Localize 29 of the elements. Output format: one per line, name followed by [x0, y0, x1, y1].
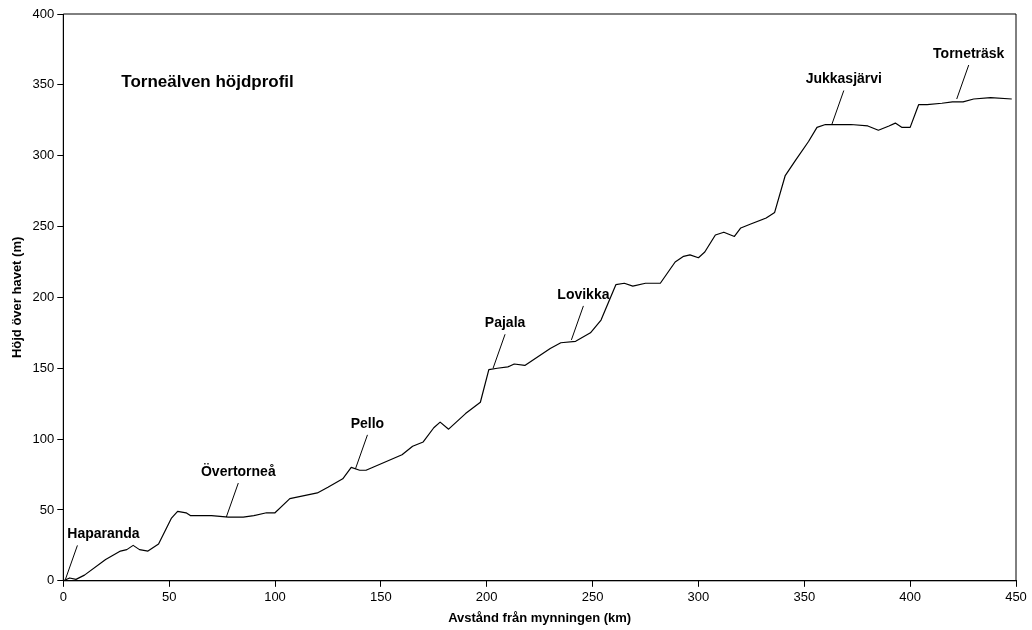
x-tick-label: 50: [161, 589, 177, 605]
text: Torneälven höjdprofil: [121, 71, 294, 91]
y-tick-label: 100: [32, 430, 55, 446]
x-axis-title: Avstånd från mynningen (km): [448, 609, 632, 625]
x-tick-label: 250: [581, 589, 604, 605]
y-tick-label: 50: [39, 501, 55, 517]
y-tick-label: 0: [47, 572, 55, 588]
x-tick-label: 450: [1005, 589, 1027, 605]
annotation: Jukkasjärvi: [805, 70, 882, 87]
annotation: Övertorneå: [200, 462, 276, 479]
x-tick-label: 0: [59, 589, 67, 605]
annotation: Haparanda: [67, 525, 140, 542]
annotation: Pello: [350, 414, 385, 431]
annotation: Pajala: [484, 314, 526, 331]
annotation: Lovikka: [557, 285, 610, 302]
x-tick-label: 350: [793, 589, 816, 605]
y-tick-label: 250: [32, 218, 55, 234]
y-tick-label: 150: [32, 359, 55, 375]
x-tick-label: 300: [687, 589, 710, 605]
y-tick-label: 400: [32, 5, 55, 21]
x-tick-label: 200: [475, 589, 498, 605]
x-tick-label: 100: [264, 589, 286, 605]
x-tick-label: 400: [899, 589, 921, 605]
y-tick-label: 200: [32, 288, 55, 304]
y-tick-label: 350: [32, 76, 55, 92]
annotation: Torneträsk: [933, 44, 1005, 61]
y-tick-label: 300: [32, 147, 55, 163]
x-tick-label: 150: [370, 589, 392, 605]
y-axis-title: Höjd över havet (m): [9, 236, 25, 359]
